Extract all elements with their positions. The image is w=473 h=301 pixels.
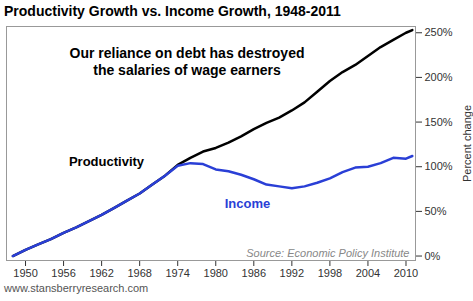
svg-text:100%: 100% — [425, 160, 453, 172]
svg-text:2010: 2010 — [394, 267, 418, 279]
svg-text:Productivity: Productivity — [69, 154, 145, 169]
svg-text:Percent change: Percent change — [461, 105, 473, 182]
svg-text:1992: 1992 — [280, 267, 304, 279]
svg-text:150%: 150% — [425, 116, 453, 128]
svg-text:200%: 200% — [425, 71, 453, 83]
svg-text:2004: 2004 — [356, 267, 380, 279]
svg-text:Our reliance on debt has destr: Our reliance on debt has destroyedthe sa… — [70, 45, 305, 78]
svg-text:1974: 1974 — [165, 267, 189, 279]
svg-text:1956: 1956 — [51, 267, 75, 279]
svg-text:50%: 50% — [425, 205, 447, 217]
svg-text:0%: 0% — [425, 250, 441, 262]
svg-text:1998: 1998 — [318, 267, 342, 279]
svg-text:Income: Income — [225, 196, 271, 211]
svg-text:250%: 250% — [425, 26, 453, 38]
svg-text:Source: Economic Policy Instit: Source: Economic Policy Institute — [246, 247, 409, 259]
svg-text:1962: 1962 — [89, 267, 113, 279]
html-text:www.stansberryresearch.com: www.stansberryresearch.com — [4, 282, 149, 294]
svg-text:1950: 1950 — [13, 267, 37, 279]
svg-text:1968: 1968 — [127, 267, 151, 279]
svg-text:1980: 1980 — [204, 267, 228, 279]
svg-text:1986: 1986 — [242, 267, 266, 279]
html-text:Productivity Growth vs. Income: Productivity Growth vs. Income Growth, 1… — [4, 3, 341, 19]
